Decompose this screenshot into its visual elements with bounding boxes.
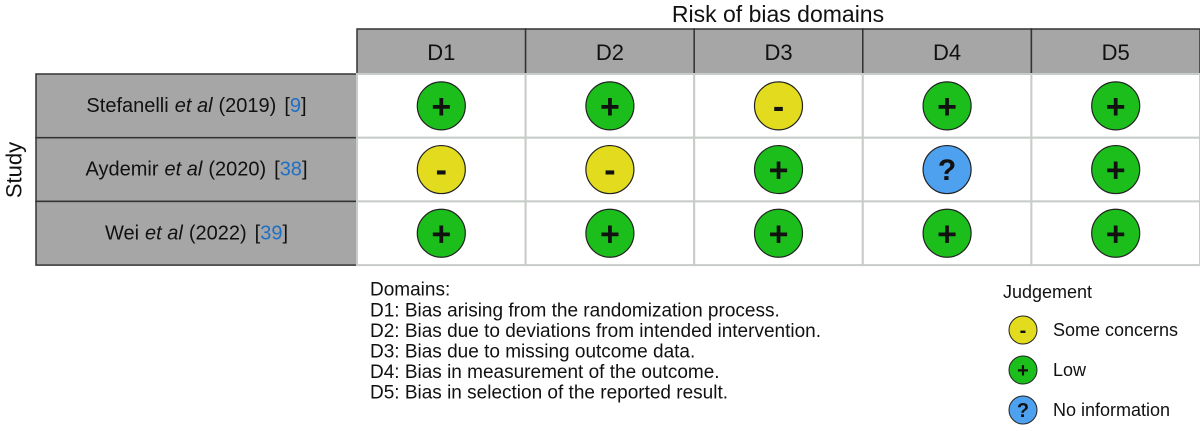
judgement-symbol: - — [604, 152, 615, 190]
title: Risk of bias domains — [672, 1, 884, 27]
judgement-circle — [585, 144, 635, 195]
domain-header: D2 — [596, 40, 624, 65]
legend-label: No information — [1053, 400, 1170, 420]
study-cell — [35, 200, 358, 266]
study-year: (2020) — [208, 159, 266, 181]
legend-label: Some concerns — [1053, 320, 1178, 340]
study-ref: 39 — [260, 222, 282, 244]
domains-legend-item: D1: Bias arising from the randomization … — [370, 301, 780, 322]
domain-header-cell — [524, 28, 695, 75]
study-etal: et al — [165, 159, 203, 181]
legend-circle — [1008, 395, 1038, 425]
study-cell — [35, 73, 358, 139]
domain-header: D3 — [764, 40, 792, 65]
domain-header-cell — [693, 28, 864, 75]
judgement-circle — [1091, 144, 1141, 195]
judgement-circle — [585, 81, 635, 131]
judgement-symbol: + — [1106, 215, 1126, 253]
study-open: [ — [255, 222, 261, 244]
legend-label: Low — [1053, 360, 1087, 380]
judgement-symbol: + — [600, 88, 620, 126]
study-close: ] — [302, 159, 308, 181]
y-label: Study — [2, 142, 27, 198]
judgement-circle — [922, 81, 972, 131]
judgement-symbol: + — [600, 215, 620, 253]
judgement-circle — [416, 144, 466, 195]
judgement-circle — [1091, 81, 1141, 131]
domain-header-cell — [356, 28, 527, 75]
judgement-symbol: - — [773, 88, 784, 126]
domain-header: D4 — [933, 40, 961, 65]
judgement-symbol: + — [431, 215, 451, 253]
judgement-circle — [922, 208, 972, 258]
study-year: (2022) — [189, 222, 247, 244]
judgement-circle — [416, 81, 466, 131]
domain-header: D1 — [427, 40, 455, 65]
study-close: ] — [301, 95, 307, 117]
judgement-circle — [753, 144, 804, 195]
study-name: Aydemir — [86, 159, 159, 181]
legend-symbol: ? — [1017, 400, 1029, 422]
domains-legend-item: D2: Bias due to deviations from intended… — [370, 321, 821, 342]
domains-legend-item: D3: Bias due to missing outcome data. — [370, 342, 695, 363]
judgement-symbol: + — [1106, 152, 1126, 190]
study-etal: et al — [145, 222, 183, 244]
legend-symbol: + — [1017, 360, 1029, 382]
study-name: Stefanelli — [86, 95, 168, 117]
study-open: [ — [274, 159, 280, 181]
judgement-symbol: ? — [938, 154, 956, 187]
domain-header: D5 — [1102, 40, 1130, 65]
legend-symbol: - — [1020, 320, 1027, 342]
study-cell — [35, 136, 358, 203]
judgement-legend-title: Judgement — [1003, 282, 1092, 302]
judgement-symbol: + — [937, 215, 957, 253]
judgement-symbol: + — [769, 215, 789, 253]
judgement-symbol: + — [769, 152, 789, 190]
legend-circle — [1008, 315, 1038, 345]
study-close: ] — [282, 222, 288, 244]
judgement-circle — [753, 81, 804, 131]
domain-header-cell — [1030, 28, 1200, 75]
judgement-symbol: + — [431, 88, 451, 126]
judgement-circle — [1091, 208, 1141, 258]
study-etal: et al — [175, 95, 213, 117]
judgement-circle — [753, 208, 804, 258]
legend-circle — [1008, 355, 1038, 385]
study-ref: 9 — [290, 95, 301, 117]
study-year: (2019) — [219, 95, 277, 117]
judgement-circle — [416, 208, 466, 258]
judgement-symbol: + — [1106, 88, 1126, 126]
study-open: [ — [284, 95, 290, 117]
domains-legend-title: Domains: — [370, 280, 450, 301]
domains-legend-item: D4: Bias in measurement of the outcome. — [370, 362, 720, 383]
study-label: Aydemir et al (2020) [38] — [86, 159, 308, 181]
study-label: Wei et al (2022) [39] — [105, 222, 288, 244]
judgement-circle — [585, 208, 635, 258]
study-name: Wei — [105, 222, 139, 244]
study-ref: 38 — [280, 159, 302, 181]
judgement-symbol: + — [937, 88, 957, 126]
domains-legend-item: D5: Bias in selection of the reported re… — [370, 383, 728, 404]
judgement-symbol: - — [436, 152, 447, 190]
study-label: Stefanelli et al (2019) [9] — [86, 95, 306, 117]
judgement-circle — [922, 144, 972, 195]
